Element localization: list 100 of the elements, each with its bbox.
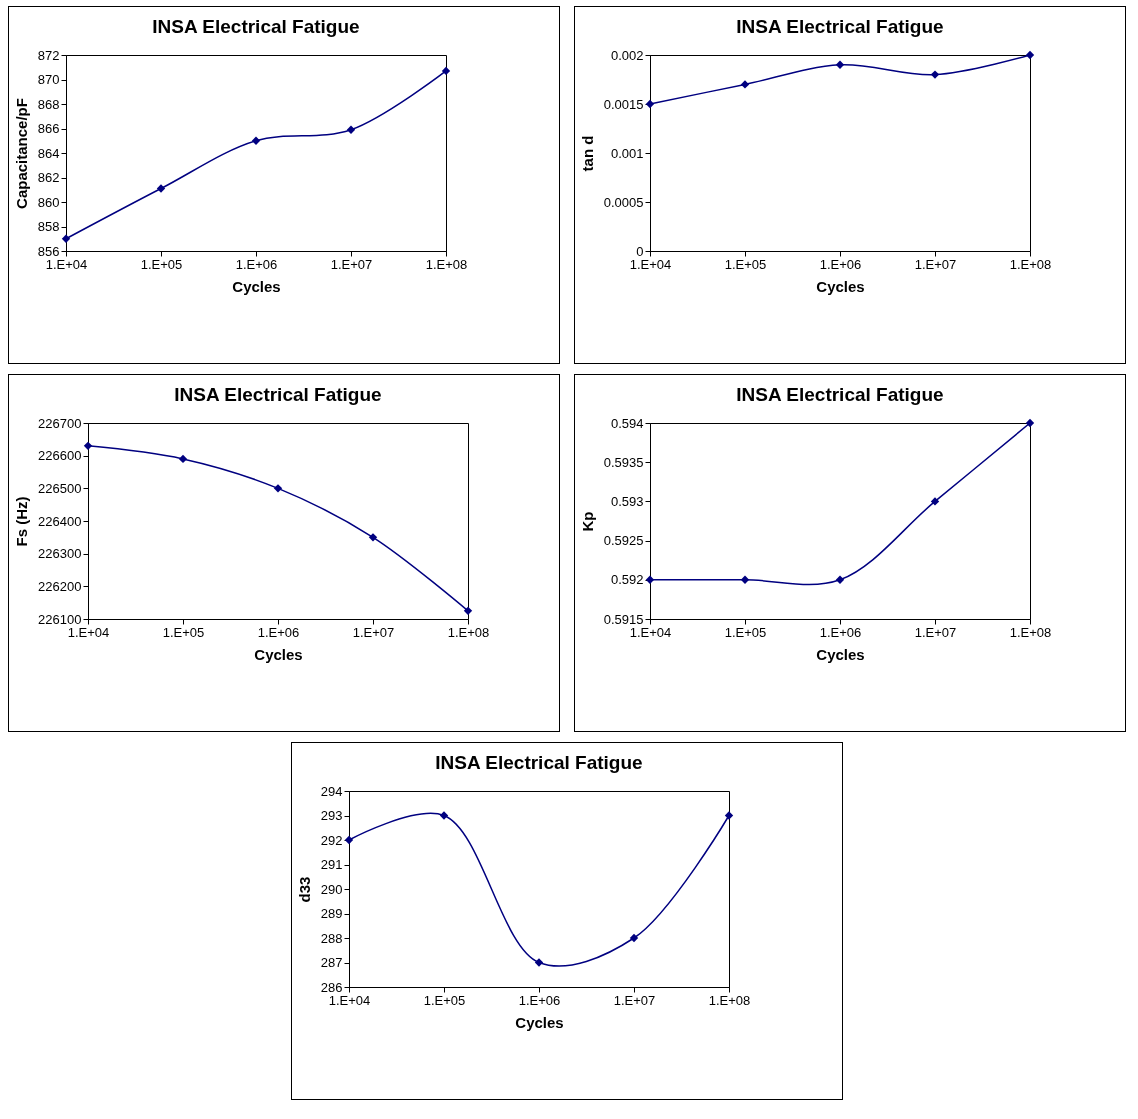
y-axis-title: Fs (Hz) [13,496,31,547]
y-tick-label: 858 [37,219,60,234]
y-tick-label: 0.592 [610,572,644,588]
y-axis-title: d33 [295,876,313,903]
point [441,66,451,76]
y-tick-label: 287 [320,955,343,970]
point [344,835,354,845]
x-tick-label: 1.E+06 [819,256,862,272]
y-tick-label: 0.594 [610,415,644,431]
y-tick-label: 294 [320,783,343,799]
y-tick-label: 0.002 [610,47,644,63]
y-tick-label: 226400 [38,513,82,529]
y-tick-label: 0.5915 [603,611,644,627]
point [740,80,750,89]
x-tick-label: 1.E+06 [518,992,561,1008]
point [930,497,940,506]
point [156,184,166,193]
y-tick-label: 856 [37,243,60,259]
x-tick-label: 1.E+05 [724,256,767,272]
x-tick-label: 1.E+07 [613,992,656,1008]
y-tick-label: 868 [37,96,60,112]
x-tick-label: 1.E+06 [819,624,862,640]
x-tick-label: 1.E+04 [45,256,88,272]
y-axis-title: Kp [578,511,596,532]
y-tick-label: 293 [320,808,343,823]
point [178,454,188,464]
chart-title: INSA Electrical Fatigue [174,384,382,405]
point [930,70,940,79]
x-tick-label: 1.E+07 [352,624,395,640]
x-tick-label: 1.E+05 [140,256,183,272]
y-tick-label: 0.5925 [603,533,644,549]
y-tick-label: 0.0005 [603,194,644,210]
point [534,958,544,967]
y-tick-label: 860 [37,194,60,210]
y-tick-label: 0.5935 [603,454,644,470]
x-axis-title: Cycles [254,645,303,663]
point [251,136,261,145]
point [645,575,655,584]
y-tick-label: 864 [37,145,60,161]
y-tick-label: 226500 [38,480,82,496]
chart-title: INSA Electrical Fatigue [152,16,360,37]
x-tick-label: 1.E+07 [330,256,373,272]
x-axis-title: Cycles [816,645,865,663]
point [1025,50,1035,60]
y-tick-label: 292 [320,832,343,848]
x-axis-title: Cycles [232,277,281,295]
x-tick-label: 1.E+08 [447,624,490,640]
point [273,484,283,493]
y-tick-label: 288 [320,930,343,946]
x-tick-label: 1.E+07 [914,624,957,640]
point [83,441,93,451]
chart-title: INSA Electrical Fatigue [435,752,643,773]
point [645,99,655,109]
y-tick-label: 289 [320,906,343,921]
point [1025,418,1035,428]
x-tick-label: 1.E+08 [708,992,751,1008]
x-tick-label: 1.E+05 [423,992,466,1008]
x-tick-label: 1.E+08 [1009,624,1052,640]
y-tick-label: 286 [320,979,343,995]
y-tick-label: 870 [37,72,60,87]
point [61,234,71,243]
y-axis-title: Capacitance/pF [12,98,30,209]
y-tick-label: 226100 [38,611,82,627]
point [629,933,639,943]
y-axis-title: tan d [578,135,596,172]
point [740,575,750,584]
y-tick-label: 291 [320,857,343,872]
y-tick-label: 0.0015 [603,96,644,112]
x-tick-label: 1.E+04 [328,992,371,1008]
x-tick-label: 1.E+04 [629,624,672,640]
y-tick-label: 290 [320,881,343,897]
point [346,125,356,134]
x-axis-title: Cycles [515,1013,564,1031]
point [439,811,449,820]
point [835,60,845,69]
x-tick-label: 1.E+06 [235,256,278,272]
x-tick-label: 1.E+05 [724,624,767,640]
y-tick-label: 0 [636,243,644,259]
chart-title: INSA Electrical Fatigue [736,384,944,405]
x-tick-label: 1.E+08 [425,256,468,272]
y-tick-label: 866 [37,121,60,136]
x-tick-label: 1.E+04 [629,256,672,272]
x-tick-label: 1.E+05 [162,624,205,640]
y-tick-label: 0.001 [610,145,644,161]
y-tick-label: 226700 [38,415,82,431]
y-tick-label: 226300 [38,546,82,562]
point [463,606,473,616]
x-tick-label: 1.E+06 [257,624,300,640]
y-tick-label: 862 [37,170,60,185]
y-tick-label: 0.593 [610,493,644,509]
x-tick-label: 1.E+07 [914,256,957,272]
point [368,533,378,542]
y-tick-label: 872 [37,47,60,63]
y-tick-label: 226600 [38,448,82,464]
y-tick-label: 226200 [38,578,82,594]
chart-title: INSA Electrical Fatigue [736,16,944,37]
x-tick-label: 1.E+04 [67,624,110,640]
point [724,811,734,820]
x-tick-label: 1.E+08 [1009,256,1052,272]
x-axis-title: Cycles [816,277,865,295]
